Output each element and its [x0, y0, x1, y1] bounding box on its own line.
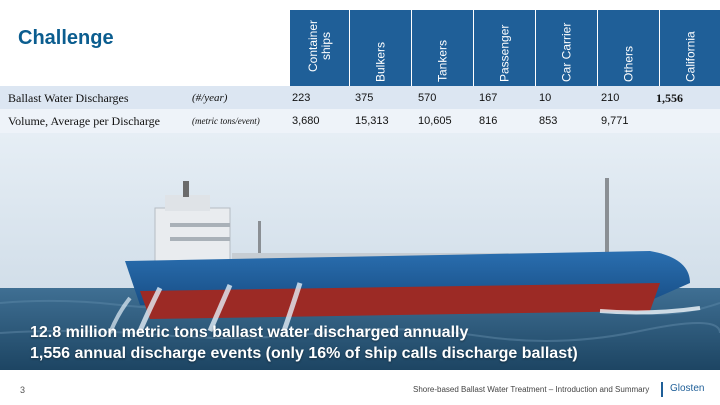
caption-line-1: 12.8 million metric tons ballast water d…: [30, 324, 469, 341]
caption-line-2: 1,556 annual discharge events (only 16% …: [30, 345, 578, 362]
table-cell: 375: [355, 92, 374, 104]
footer-divider: [661, 382, 663, 397]
table-cell-total: 1,556: [656, 90, 683, 105]
table-cell: 167: [479, 92, 498, 104]
caption: 12.8 million metric tons ballast water d…: [30, 322, 578, 364]
table-cell: 570: [418, 92, 437, 104]
column-header-label: Container ships: [305, 19, 333, 73]
column-header-label: California: [683, 31, 698, 82]
table-cell: 10,605: [418, 115, 452, 127]
column-header-label: Passenger: [497, 24, 511, 82]
table-cell: 816: [479, 115, 498, 127]
row-unit: (metric tons/event): [192, 116, 260, 126]
table-cell: 15,313: [355, 115, 389, 127]
column-header-label: Bulkers: [373, 41, 387, 82]
column-header-label: Tankers: [435, 39, 449, 82]
column-header-others: Others: [598, 10, 660, 86]
footer-text: Shore-based Ballast Water Treatment – In…: [413, 385, 650, 394]
table-row: Volume, Average per Discharge (metric to…: [0, 109, 720, 133]
table-cell: 9,771: [601, 115, 629, 127]
column-header-label: Others: [621, 45, 635, 82]
table-cell: 10: [539, 92, 552, 104]
column-header-bulkers: Bulkers: [350, 10, 412, 86]
ship-type-header: Container ships Bulkers Tankers Passenge…: [290, 10, 720, 86]
glosten-logo: Glosten: [670, 383, 705, 394]
column-header-passenger: Passenger: [474, 10, 536, 86]
row-label: Ballast Water Discharges: [8, 90, 129, 105]
table-cell: 3,680: [292, 115, 320, 127]
slide-footer: 3 Shore-based Ballast Water Treatment – …: [0, 370, 720, 405]
column-header-california: California: [660, 10, 720, 86]
column-header-label: Car Carrier: [559, 22, 573, 82]
table-cell: 223: [292, 92, 311, 104]
ship-illustration: [0, 133, 720, 370]
table-row: Ballast Water Discharges (#/year) 223 37…: [0, 86, 720, 110]
table-cell: 853: [539, 115, 558, 127]
table-cell: 210: [601, 92, 620, 104]
bulk-carrier-ship-photo: [0, 133, 720, 370]
column-header-car-carrier: Car Carrier: [536, 10, 598, 86]
column-header-container-ships: Container ships: [290, 10, 350, 86]
row-unit: (#/year): [192, 92, 228, 104]
row-label: Volume, Average per Discharge: [8, 113, 160, 128]
column-header-tankers: Tankers: [412, 10, 474, 86]
page-number: 3: [20, 385, 26, 395]
slide-title: Challenge: [18, 27, 114, 49]
